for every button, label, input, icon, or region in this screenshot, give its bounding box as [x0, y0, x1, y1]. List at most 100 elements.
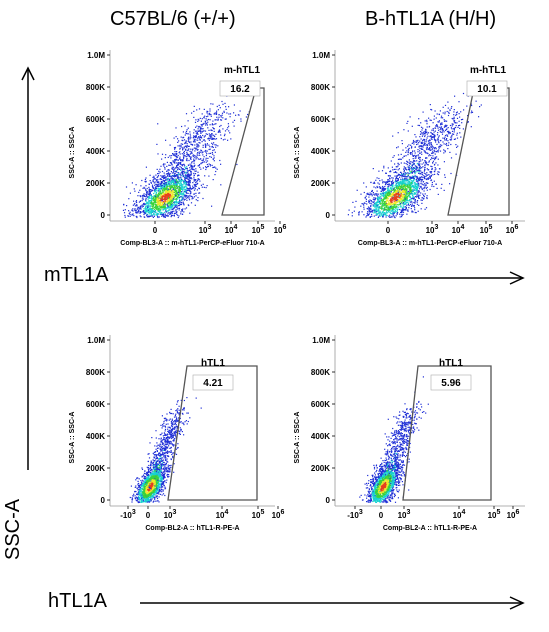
event-dot: [206, 163, 208, 166]
event-dot: [161, 215, 163, 217]
event-dot: [175, 198, 177, 200]
event-dot: [425, 187, 427, 189]
event-dot: [177, 191, 179, 194]
event-dot: [424, 131, 427, 133]
event-dot: [398, 183, 400, 185]
event-dot: [160, 198, 162, 200]
event-dot: [393, 206, 395, 208]
event-dot: [161, 192, 163, 194]
event-dot: [385, 204, 388, 206]
event-dot: [378, 186, 380, 188]
event-dot: [216, 110, 218, 112]
event-dot: [204, 140, 206, 142]
event-dot: [414, 150, 416, 152]
event-dot: [420, 181, 422, 183]
event-dot: [170, 199, 172, 201]
event-dot: [388, 201, 390, 203]
event-dot: [433, 180, 435, 182]
event-dot: [199, 154, 201, 156]
event-dot: [461, 122, 463, 124]
event-dot: [418, 167, 421, 169]
event-dot: [160, 193, 162, 196]
event-dot: [154, 188, 156, 190]
event-dot: [225, 106, 227, 108]
event-dot: [419, 158, 421, 161]
event-dot: [205, 124, 207, 126]
event-dot: [153, 199, 156, 201]
event-dot: [185, 132, 187, 134]
event-dot: [394, 207, 396, 209]
event-dot: [180, 163, 182, 165]
event-dot: [157, 206, 159, 208]
event-dot: [377, 216, 379, 218]
event-dot: [160, 185, 162, 187]
event-dot: [418, 157, 420, 159]
event-dot: [193, 154, 195, 156]
event-dot: [169, 190, 171, 192]
event-dot: [176, 167, 178, 169]
event-dot: [187, 170, 189, 172]
event-dot: [437, 121, 439, 123]
event-dot: [406, 201, 408, 204]
event-dot: [415, 186, 417, 188]
event-dot: [379, 198, 381, 200]
event-dot: [376, 194, 378, 196]
event-dot: [407, 203, 409, 206]
event-dot: [177, 162, 179, 164]
event-dot: [377, 207, 379, 209]
event-dot: [450, 139, 452, 141]
event-dot: [431, 148, 433, 150]
y-tick-label: 800K: [311, 83, 330, 92]
event-dot: [176, 206, 178, 208]
event-dot: [363, 182, 365, 184]
event-dot: [406, 188, 408, 190]
event-dot: [151, 184, 154, 186]
column-title-b-htl1a: B-hTL1A (H/H): [365, 8, 497, 30]
event-dot: [186, 181, 188, 183]
event-dot: [183, 136, 185, 138]
event-dot: [151, 190, 154, 192]
event-dot: [392, 179, 394, 181]
event-dot: [430, 179, 433, 181]
event-dot: [155, 186, 157, 188]
event-dot: [405, 199, 407, 201]
event-dot: [156, 204, 158, 206]
event-dot: [219, 107, 221, 109]
event-dot: [180, 184, 183, 186]
event-dot: [161, 206, 163, 209]
event-dot: [169, 199, 171, 202]
event-dot: [198, 187, 200, 189]
event-dot: [383, 197, 385, 199]
event-dot: [407, 174, 409, 176]
event-dot: [189, 181, 191, 183]
event-dot: [150, 212, 152, 214]
event-dot: [379, 197, 381, 199]
event-dot: [393, 155, 395, 157]
event-dot: [194, 138, 196, 140]
event-dot: [380, 207, 382, 209]
event-dot: [405, 207, 407, 210]
event-dot: [385, 184, 387, 186]
event-dot: [440, 115, 443, 117]
event-dot: [176, 156, 178, 158]
event-dot: [188, 204, 190, 207]
event-dot: [190, 137, 192, 139]
event-dot: [194, 173, 197, 175]
event-dot: [178, 162, 180, 164]
event-dot: [150, 181, 152, 183]
event-dot: [135, 211, 137, 213]
event-dot: [442, 137, 444, 139]
event-dot: [409, 183, 411, 185]
event-dot: [135, 201, 137, 203]
event-dot: [202, 144, 204, 146]
event-dot: [383, 205, 385, 207]
event-dot: [166, 204, 168, 206]
event-dot: [381, 202, 383, 204]
event-dot: [157, 190, 159, 192]
event-dot: [202, 130, 204, 132]
event-dot: [394, 194, 396, 196]
event-dot: [168, 164, 170, 166]
event-dot: [398, 200, 400, 202]
event-dot: [374, 198, 376, 200]
event-dot: [188, 196, 190, 198]
